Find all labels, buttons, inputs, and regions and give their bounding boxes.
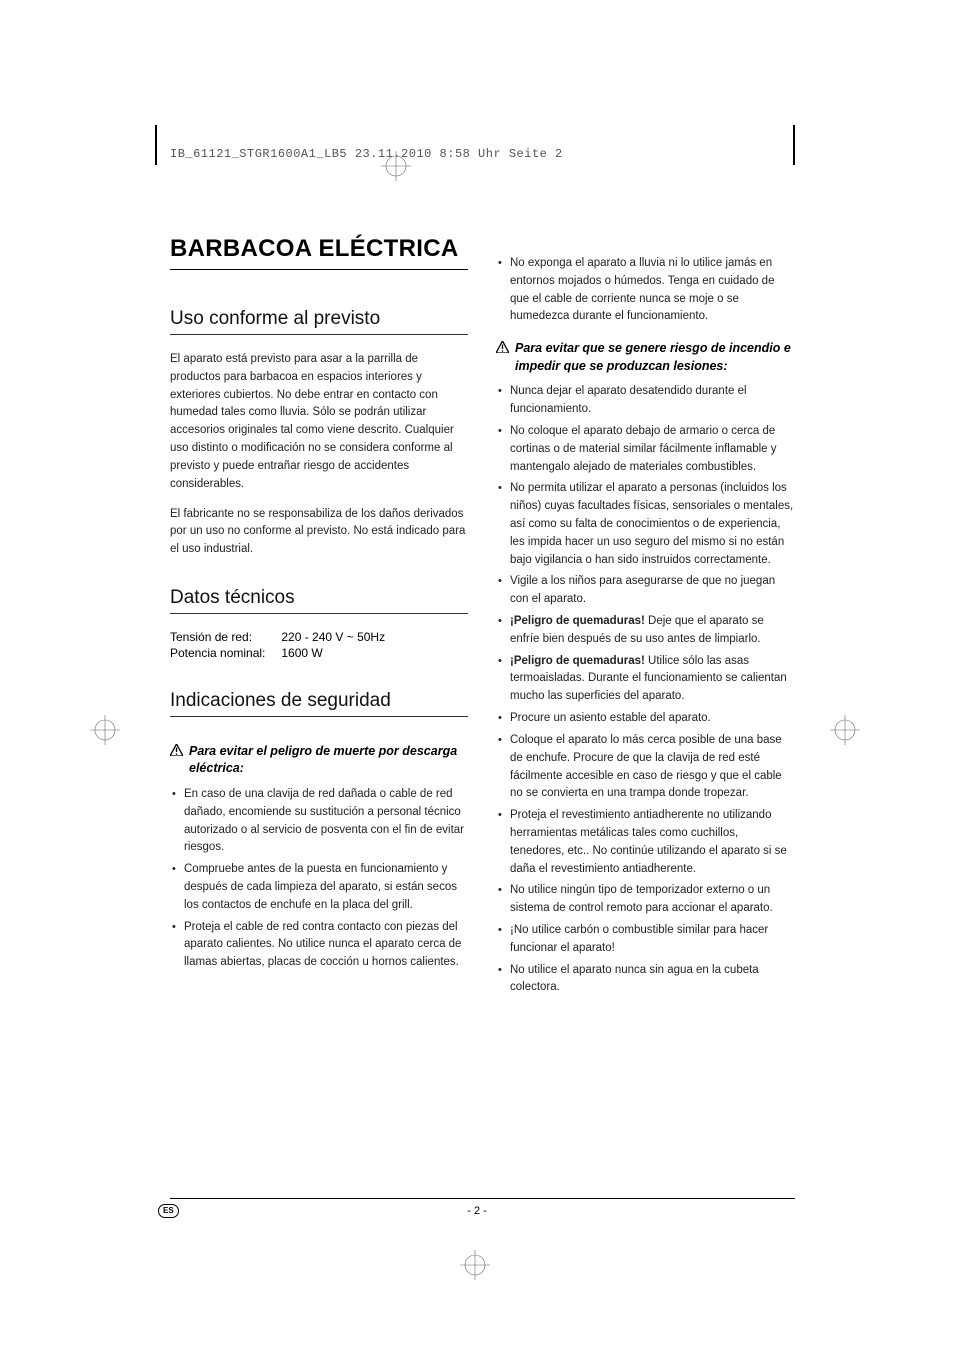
warning-triangle-icon [170, 744, 183, 778]
content-area: BARBACOA ELÉCTRICA Uso conforme al previ… [170, 235, 795, 1011]
warning-title: Para evitar el peligro de muerte por des… [189, 743, 468, 778]
imprint-header: IB_61121_STGR1600A1_LB5 23.11.2010 8:58 … [170, 147, 563, 161]
crop-mark [155, 125, 157, 165]
warning-heading: Para evitar que se genere riesgo de ince… [496, 340, 794, 375]
list-item: Vigile a los niños para asegurarse de qu… [496, 573, 794, 609]
spec-row: Tensión de red: 220 - 240 V ~ 50Hz [170, 630, 468, 644]
document-title: BARBACOA ELÉCTRICA [170, 235, 468, 263]
right-column: No exponga el aparato a lluvia ni lo uti… [496, 235, 794, 1011]
spec-row: Potencia nominal: 1600 W [170, 646, 468, 660]
list-item: No permita utilizar el aparato a persona… [496, 480, 794, 569]
paragraph: El fabricante no se responsabiliza de lo… [170, 506, 468, 559]
section-rule [170, 716, 468, 717]
bullet-list: No exponga el aparato a lluvia ni lo uti… [496, 255, 794, 326]
bullet-list: Nunca dejar el aparato desatendido duran… [496, 383, 794, 997]
registration-mark-icon [381, 151, 411, 181]
section-heading-uso: Uso conforme al previsto [170, 308, 468, 330]
page-number: - 2 - [0, 1205, 954, 1217]
list-item: No coloque el aparato debajo de armario … [496, 423, 794, 476]
list-item: Proteja el revestimiento antiadherente n… [496, 807, 794, 878]
list-item: En caso de una clavija de red dañada o c… [170, 786, 468, 857]
manual-page: IB_61121_STGR1600A1_LB5 23.11.2010 8:58 … [0, 0, 954, 1350]
section-rule [170, 334, 468, 335]
section-rule [170, 613, 468, 614]
list-item: Nunca dejar el aparato desatendido duran… [496, 383, 794, 419]
list-item: ¡Peligro de quemaduras! Utilice sólo las… [496, 653, 794, 706]
spec-label: Tensión de red: [170, 630, 278, 644]
list-item: No exponga el aparato a lluvia ni lo uti… [496, 255, 794, 326]
list-item: No utilice el aparato nunca sin agua en … [496, 962, 794, 998]
spec-value: 220 - 240 V ~ 50Hz [281, 630, 385, 644]
list-item: Coloque el aparato lo más cerca posible … [496, 732, 794, 803]
warning-title: Para evitar que se genere riesgo de ince… [515, 340, 794, 375]
paragraph: El aparato está previsto para asar a la … [170, 351, 468, 494]
list-item: Procure un asiento estable del aparato. [496, 710, 794, 728]
registration-mark-icon [90, 715, 120, 745]
list-item: ¡Peligro de quemaduras! Deje que el apar… [496, 613, 794, 649]
list-item: Proteja el cable de red contra contacto … [170, 919, 468, 972]
warning-triangle-icon [496, 341, 509, 375]
warning-heading: Para evitar el peligro de muerte por des… [170, 743, 468, 778]
bullet-list: En caso de una clavija de red dañada o c… [170, 786, 468, 972]
left-column: BARBACOA ELÉCTRICA Uso conforme al previ… [170, 235, 468, 1011]
spec-value: 1600 W [281, 646, 322, 660]
registration-mark-icon [460, 1250, 490, 1280]
footer-rule [170, 1198, 795, 1199]
list-item: Compruebe antes de la puesta en funciona… [170, 861, 468, 914]
section-heading-seguridad: Indicaciones de seguridad [170, 690, 468, 712]
title-rule [170, 269, 468, 270]
list-item: ¡No utilice carbón o combustible similar… [496, 922, 794, 958]
crop-mark [793, 125, 795, 165]
list-item: No utilice ningún tipo de temporizador e… [496, 882, 794, 918]
spec-label: Potencia nominal: [170, 646, 278, 660]
section-heading-datos: Datos técnicos [170, 587, 468, 609]
registration-mark-icon [830, 715, 860, 745]
